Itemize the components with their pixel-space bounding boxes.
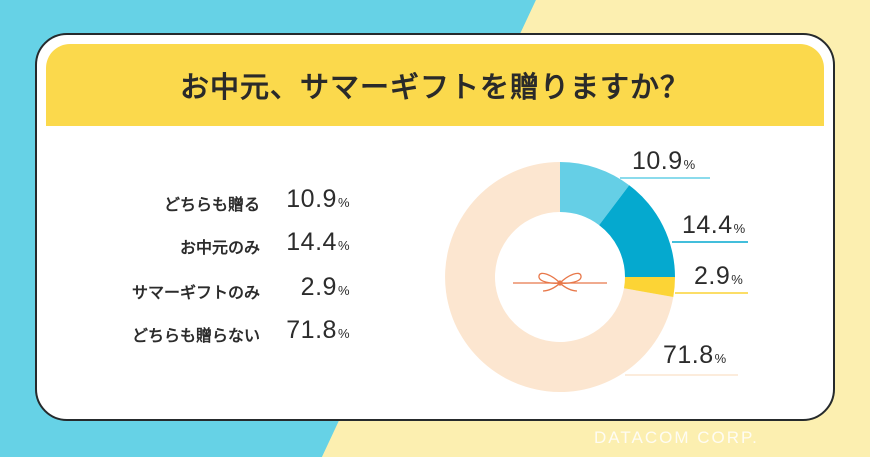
legend-value: 14.4% — [286, 228, 350, 256]
chart-title: お中元、サマーギフトを贈りますか？ — [179, 70, 690, 104]
legend-item: サマーギフトのみ 2.9% — [0, 273, 420, 309]
callout-neither: 71.8% — [663, 341, 727, 369]
legend-item: どちらも贈る 10.9% — [0, 185, 420, 221]
chart-card: お中元、サマーギフトを贈りますか？ — [35, 33, 835, 421]
watermark: DATACOM CORP. — [594, 428, 759, 447]
title-banner: お中元、サマーギフトを贈りますか？ — [46, 44, 824, 126]
ribbon-bow-icon — [513, 272, 607, 292]
legend-value: 2.9% — [300, 273, 350, 301]
segment-neither — [445, 162, 674, 392]
legend-item: お中元のみ 14.4% — [0, 228, 420, 264]
segment-summer-gift-only — [624, 277, 676, 297]
legend-label: サマーギフトのみ — [131, 283, 260, 302]
callout-summer-gift-only: 2.9% — [694, 262, 744, 290]
segment-ochugen-only — [599, 185, 675, 277]
legend-value: 71.8% — [286, 316, 350, 344]
legend-label: お中元のみ — [179, 238, 260, 257]
segment-both — [560, 162, 630, 226]
legend-label: どちらも贈らない — [131, 326, 260, 345]
legend-value: 10.9% — [286, 185, 350, 213]
callout-ochugen-only: 14.4% — [682, 211, 746, 239]
legend-label: どちらも贈る — [163, 195, 260, 214]
legend-item: どちらも贈らない 71.8% — [0, 316, 420, 352]
callout-both: 10.9% — [632, 147, 696, 175]
